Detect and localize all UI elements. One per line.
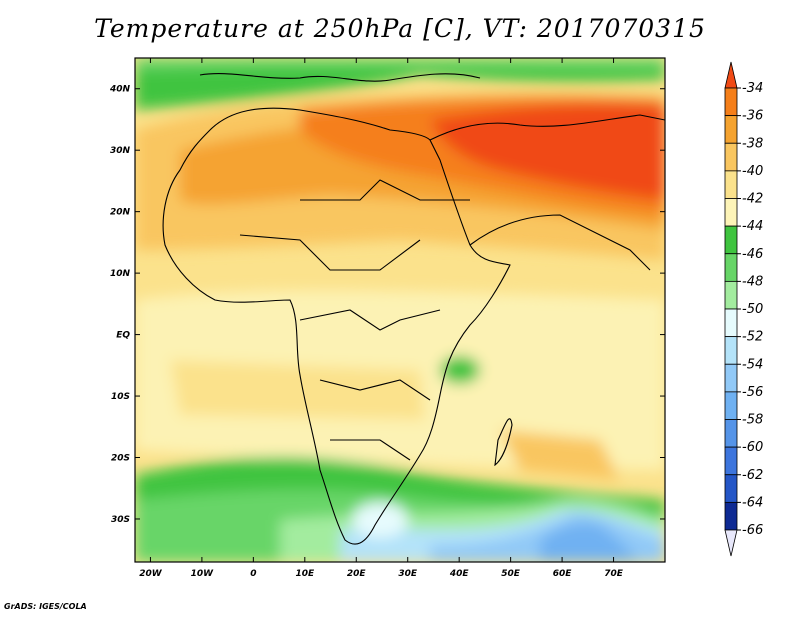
- colorbar-label: -40: [742, 164, 763, 179]
- lon-tick-label: 20E: [347, 569, 367, 579]
- lat-tick-label: 40N: [109, 85, 131, 95]
- colorbar-label: -62: [742, 468, 763, 483]
- colorbar-swatch: [724, 446, 738, 476]
- colorbar-label: -44: [742, 219, 763, 234]
- colorbar-swatch: [724, 308, 738, 338]
- colorbar-swatch: [724, 501, 738, 531]
- coastlines: [162, 73, 665, 545]
- colorbar-swatch: [724, 253, 738, 282]
- lon-tick-label: 20W: [139, 569, 163, 579]
- colorbar-swatch: [724, 391, 738, 420]
- lat-tick-label: EQ: [116, 331, 130, 341]
- colorbar-bottom-arrow: [724, 529, 738, 557]
- lat-tick-label: 30S: [111, 515, 130, 525]
- colorbar-top-arrow: [724, 61, 738, 89]
- colorbar-swatch: [724, 87, 738, 117]
- lat-tick-label: 30N: [110, 146, 131, 156]
- colorbar-swatch: [724, 170, 738, 199]
- colorbar-label: -60: [742, 440, 763, 455]
- map-title: Temperature at 250hPa [C], VT: 201707031…: [94, 14, 706, 43]
- colorbar-swatch: [724, 474, 738, 503]
- lon-tick-label: 10E: [295, 569, 315, 579]
- colorbar-label: -54: [742, 357, 763, 372]
- colorbar-label: -58: [742, 413, 763, 428]
- plot-frame: [134, 57, 666, 563]
- colorbar: -34 -36 -38 -40 -42 -44 -46 -48 -50 -52 -54 -56 -58 -…: [724, 61, 763, 557]
- colorbar-swatch: [724, 336, 738, 365]
- lon-tick-label: 70E: [604, 569, 624, 579]
- lat-tick-label: 20S: [111, 454, 130, 464]
- colorbar-swatch: [724, 198, 738, 227]
- lon-tick-label: 0: [250, 569, 256, 579]
- longitude-axis: 20W 10W 0 10E 20E 30E 40E 50E 60E 70E: [139, 58, 624, 579]
- latitude-axis: 40N 30N 20N 10N EQ 10S 20S 30S: [109, 85, 665, 525]
- colorbar-swatch: [724, 280, 738, 310]
- lon-tick-label: 40E: [449, 569, 470, 579]
- colorbar-swatch: [724, 142, 738, 172]
- colorbar-label: -66: [742, 523, 763, 538]
- colorbar-label: -48: [742, 274, 763, 289]
- colorbar-label: -34: [742, 81, 763, 96]
- lat-tick-label: 10S: [111, 392, 130, 402]
- temperature-field: [135, 58, 665, 562]
- colorbar-label: -50: [742, 302, 763, 317]
- colorbar-swatch: [724, 225, 738, 255]
- lon-tick-label: 30E: [398, 569, 418, 579]
- colorbar-label: -46: [742, 247, 763, 262]
- colorbar-label: -64: [742, 495, 763, 510]
- lon-tick-label: 50E: [501, 569, 521, 579]
- colorbar-label: -42: [742, 192, 763, 207]
- colorbar-label: -56: [742, 385, 763, 400]
- lat-tick-label: 10N: [110, 269, 131, 279]
- colorbar-swatch: [724, 419, 738, 448]
- lat-tick-label: 20N: [110, 208, 131, 218]
- lon-tick-label: 60E: [553, 569, 573, 579]
- colorbar-label: -52: [742, 330, 763, 345]
- colorbar-swatch: [724, 115, 738, 144]
- lon-tick-label: 10W: [191, 569, 215, 579]
- footer-credit: GrADS: IGES/COLA: [4, 602, 87, 611]
- colorbar-label: -38: [742, 136, 763, 151]
- colorbar-swatch: [724, 363, 738, 393]
- colorbar-label: -36: [742, 109, 763, 124]
